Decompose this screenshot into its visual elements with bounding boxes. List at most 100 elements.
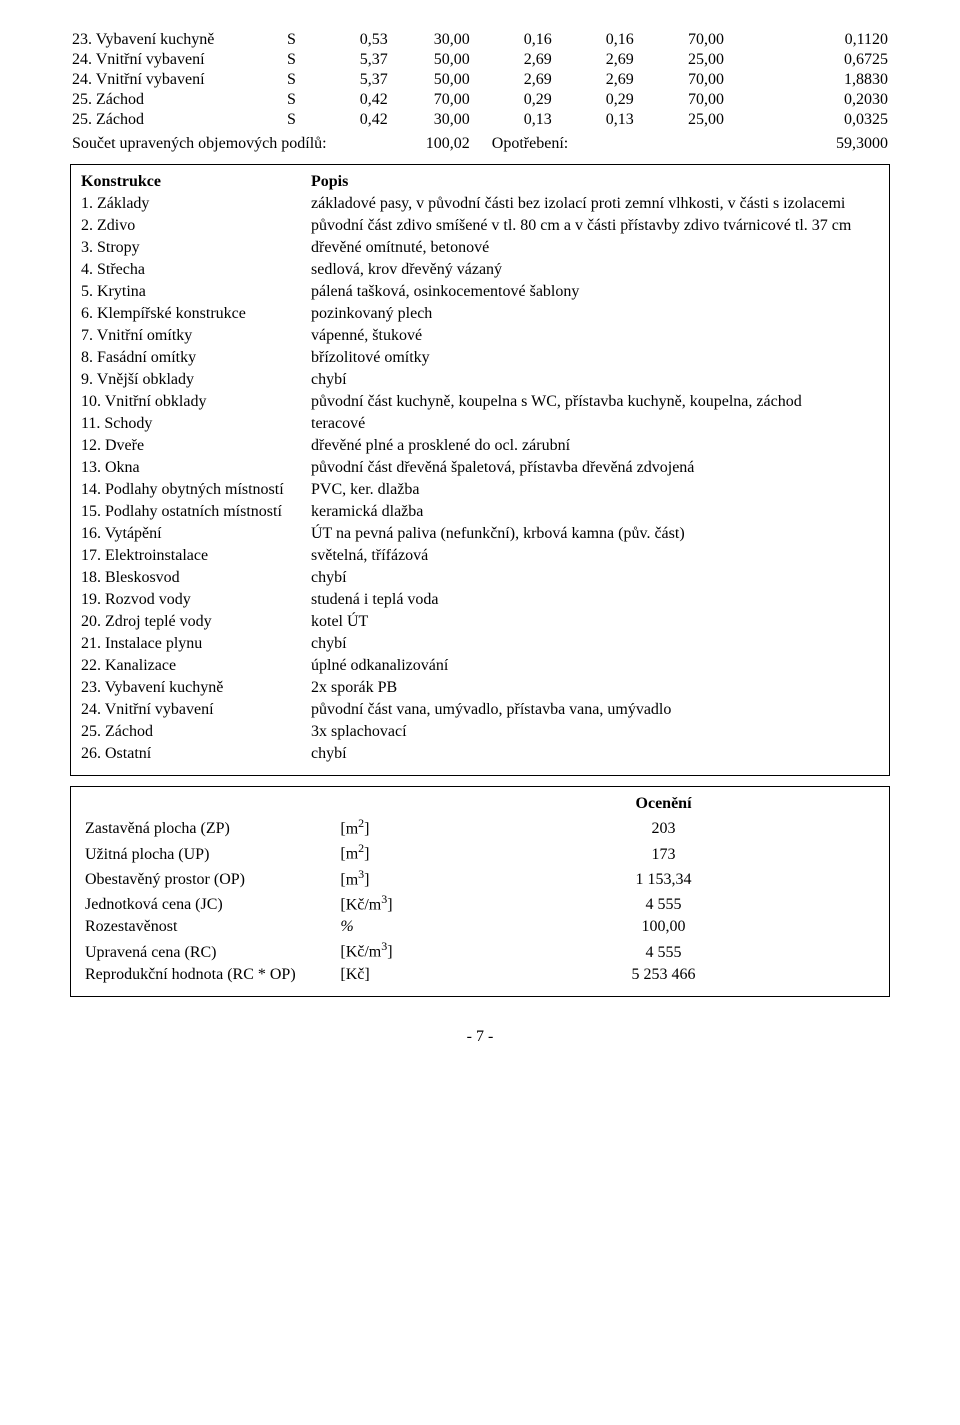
kp-label: 16. Vytápění — [81, 523, 311, 545]
valuation-value: 4 555 — [448, 938, 879, 963]
kp-label: 21. Instalace plynu — [81, 633, 311, 655]
valuation-row: Upravená cena (RC)[Kč/m3]4 555 — [81, 938, 879, 963]
row-c1: S — [275, 90, 308, 110]
row-label: 24. Vnitřní vybavení — [70, 50, 275, 70]
kp-row: 21. Instalace plynuchybí — [81, 633, 879, 655]
row-c5: 0,29 — [554, 90, 636, 110]
row-c1: S — [275, 50, 308, 70]
kp-label: 3. Stropy — [81, 237, 311, 259]
kp-row: 17. Elektroinstalacesvětelná, třífázová — [81, 545, 879, 567]
valuation-table: Ocenění Zastavěná plocha (ZP)[m2]203Užit… — [81, 793, 879, 986]
kp-label: 2. Zdivo — [81, 215, 311, 237]
row-c5: 2,69 — [554, 50, 636, 70]
row-c1: S — [275, 70, 308, 90]
kp-value: úplné odkanalizování — [311, 655, 879, 677]
valuation-unit: [Kč] — [336, 964, 448, 986]
kp-value: pozinkovaný plech — [311, 303, 879, 325]
valuation-row: Rozestavěnost%100,00 — [81, 916, 879, 938]
row-c6: 25,00 — [636, 110, 726, 130]
valuation-unit: [m3] — [336, 866, 448, 891]
row-c2: 5,37 — [308, 70, 390, 90]
kp-row: 24. Vnitřní vybavenípůvodní část vana, u… — [81, 699, 879, 721]
valuation-value: 173 — [448, 840, 879, 865]
kp-label: 26. Ostatní — [81, 743, 311, 765]
valuation-unit: % — [336, 916, 448, 938]
construction-description-box: Konstrukce Popis 1. Základyzákladové pas… — [70, 164, 890, 776]
kp-label: 8. Fasádní omítky — [81, 347, 311, 369]
kp-value: teracové — [311, 413, 879, 435]
valuation-row: Užitná plocha (UP)[m2]173 — [81, 840, 879, 865]
kp-value: chybí — [311, 743, 879, 765]
kp-label: 18. Bleskosvod — [81, 567, 311, 589]
kp-row: 7. Vnitřní omítkyvápenné, štukové — [81, 325, 879, 347]
row-c7: 0,6725 — [726, 50, 890, 70]
kp-value: chybí — [311, 369, 879, 391]
kp-value: břízolitové omítky — [311, 347, 879, 369]
row-c6: 70,00 — [636, 90, 726, 110]
row-c7: 0,0325 — [726, 110, 890, 130]
kp-label: 7. Vnitřní omítky — [81, 325, 311, 347]
kp-row: 2. Zdivopůvodní část zdivo smíšené v tl.… — [81, 215, 879, 237]
row-c5: 2,69 — [554, 70, 636, 90]
kp-row: 9. Vnější obkladychybí — [81, 369, 879, 391]
share-sum-row: Součet upravených objemových podílů: 100… — [70, 132, 890, 154]
valuation-box: Ocenění Zastavěná plocha (ZP)[m2]203Užit… — [70, 786, 890, 997]
kp-label: 12. Dveře — [81, 435, 311, 457]
kp-row: 3. Stropydřevěné omítnuté, betonové — [81, 237, 879, 259]
kp-row: 8. Fasádní omítkybřízolitové omítky — [81, 347, 879, 369]
row-c2: 0,53 — [308, 30, 390, 50]
kp-row: 1. Základyzákladové pasy, v původní část… — [81, 193, 879, 215]
row-label: 24. Vnitřní vybavení — [70, 70, 275, 90]
kp-row: 14. Podlahy obytných místnostíPVC, ker. … — [81, 479, 879, 501]
kp-label: 20. Zdroj teplé vody — [81, 611, 311, 633]
valuation-row: Jednotková cena (JC)[Kč/m3]4 555 — [81, 891, 879, 916]
kp-row: 26. Ostatníchybí — [81, 743, 879, 765]
share-row: 24. Vnitřní vybaveníS5,3750,002,692,6925… — [70, 50, 890, 70]
kp-label: 4. Střecha — [81, 259, 311, 281]
kp-row: 4. Střechasedlová, krov dřevěný vázaný — [81, 259, 879, 281]
kp-value: původní část zdivo smíšené v tl. 80 cm a… — [311, 215, 879, 237]
kp-row: 15. Podlahy ostatních místnostíkeramická… — [81, 501, 879, 523]
valuation-value: 1 153,34 — [448, 866, 879, 891]
row-c3: 30,00 — [390, 30, 472, 50]
valuation-unit: [Kč/m3] — [336, 938, 448, 963]
valuation-value: 5 253 466 — [448, 964, 879, 986]
sum-value: 100,02 — [357, 132, 472, 154]
row-c2: 5,37 — [308, 50, 390, 70]
kp-value: původní část kuchyně, koupelna s WC, pří… — [311, 391, 879, 413]
row-c3: 30,00 — [390, 110, 472, 130]
kp-label: 19. Rozvod vody — [81, 589, 311, 611]
kp-value: chybí — [311, 567, 879, 589]
valuation-label: Upravená cena (RC) — [81, 938, 336, 963]
kp-row: 12. Dveředřevěné plné a prosklené do ocl… — [81, 435, 879, 457]
kp-row: 20. Zdroj teplé vodykotel ÚT — [81, 611, 879, 633]
row-c3: 50,00 — [390, 70, 472, 90]
kp-row: 23. Vybavení kuchyně2x sporák PB — [81, 677, 879, 699]
kp-label: 17. Elektroinstalace — [81, 545, 311, 567]
kp-label: 13. Okna — [81, 457, 311, 479]
sum-op-label: Opotřebení: — [472, 132, 636, 154]
row-c3: 50,00 — [390, 50, 472, 70]
kp-row: 18. Bleskosvodchybí — [81, 567, 879, 589]
row-c1: S — [275, 110, 308, 130]
page-number: - 7 - — [70, 1027, 890, 1047]
row-c3: 70,00 — [390, 90, 472, 110]
kp-label: 22. Kanalizace — [81, 655, 311, 677]
valuation-label: Rozestavěnost — [81, 916, 336, 938]
valuation-unit: [m2] — [336, 840, 448, 865]
valuation-label: Jednotková cena (JC) — [81, 891, 336, 916]
valuation-value: 4 555 — [448, 891, 879, 916]
kp-value: dřevěné omítnuté, betonové — [311, 237, 879, 259]
kp-row: 5. Krytinapálená tašková, osinkocementov… — [81, 281, 879, 303]
kp-row: 19. Rozvod vodystudená i teplá voda — [81, 589, 879, 611]
kp-row: 10. Vnitřní obkladypůvodní část kuchyně,… — [81, 391, 879, 413]
kp-head-left: Konstrukce — [81, 171, 311, 193]
share-table: 23. Vybavení kuchyněS0,5330,000,160,1670… — [70, 30, 890, 130]
share-row: 23. Vybavení kuchyněS0,5330,000,160,1670… — [70, 30, 890, 50]
row-c6: 25,00 — [636, 50, 726, 70]
kp-value: ÚT na pevná paliva (nefunkční), krbová k… — [311, 523, 879, 545]
valuation-row: Zastavěná plocha (ZP)[m2]203 — [81, 815, 879, 840]
valuation-value: 203 — [448, 815, 879, 840]
kp-label: 24. Vnitřní vybavení — [81, 699, 311, 721]
row-c4: 0,16 — [472, 30, 554, 50]
